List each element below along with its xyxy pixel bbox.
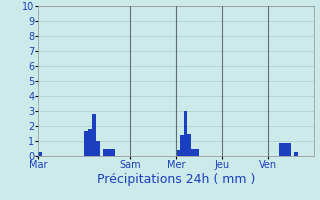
Bar [294, 152, 298, 156]
Bar [195, 148, 199, 156]
Bar [92, 114, 96, 156]
Bar [107, 148, 111, 156]
Bar [188, 134, 191, 156]
Bar [103, 148, 107, 156]
Bar [88, 129, 92, 156]
Bar [283, 142, 287, 156]
Bar [191, 148, 195, 156]
Bar [287, 142, 291, 156]
Bar [38, 152, 42, 156]
Bar [96, 141, 100, 156]
Bar [279, 142, 283, 156]
Bar [84, 130, 88, 156]
Bar [111, 148, 115, 156]
Bar [180, 135, 184, 156]
Bar [176, 150, 180, 156]
Bar [184, 111, 188, 156]
X-axis label: Précipitations 24h ( mm ): Précipitations 24h ( mm ) [97, 173, 255, 186]
